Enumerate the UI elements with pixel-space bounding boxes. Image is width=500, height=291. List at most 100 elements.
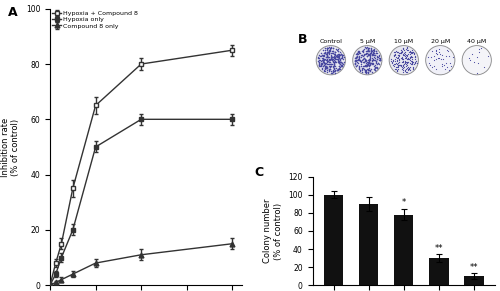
Point: [332, 53, 340, 57]
Point: [335, 55, 343, 60]
Point: [394, 63, 402, 67]
Point: [400, 51, 408, 56]
Point: [367, 48, 375, 52]
Point: [367, 67, 375, 72]
Point: [404, 56, 411, 61]
Point: [336, 61, 344, 66]
Point: [326, 45, 334, 50]
Point: [354, 49, 362, 54]
Point: [410, 49, 418, 54]
Point: [338, 53, 345, 58]
Point: [402, 69, 409, 74]
Point: [329, 46, 337, 51]
Point: [390, 52, 398, 57]
Point: [325, 50, 333, 55]
Point: [340, 61, 347, 66]
Point: [424, 54, 432, 59]
Point: [322, 46, 330, 51]
Point: [325, 66, 333, 71]
Point: [322, 55, 330, 59]
Point: [432, 48, 440, 52]
Point: [357, 60, 365, 64]
Point: [365, 63, 373, 68]
Point: [366, 61, 374, 65]
Point: [329, 60, 337, 65]
Point: [331, 56, 339, 61]
Point: [404, 68, 412, 72]
Point: [322, 65, 330, 69]
Point: [400, 51, 407, 56]
Point: [399, 47, 407, 52]
Point: [334, 54, 342, 58]
Point: [327, 62, 335, 67]
Point: [402, 55, 409, 60]
Point: [351, 59, 359, 63]
Point: [408, 48, 416, 52]
Point: [362, 58, 370, 63]
Point: [322, 57, 330, 62]
Point: [370, 57, 378, 61]
Point: [438, 62, 446, 67]
Point: [445, 68, 453, 72]
Point: [408, 61, 416, 66]
Point: [444, 49, 452, 54]
Point: [430, 54, 438, 58]
Point: [358, 53, 366, 58]
Point: [358, 65, 366, 70]
Point: [367, 47, 375, 51]
Point: [356, 58, 364, 63]
Point: [330, 69, 338, 74]
Point: [320, 57, 328, 62]
Point: [355, 55, 363, 60]
Point: [408, 51, 416, 56]
Point: [394, 63, 402, 67]
Point: [396, 52, 404, 57]
Point: [329, 70, 337, 75]
Point: [390, 64, 398, 68]
Point: [372, 65, 380, 70]
Point: [360, 63, 368, 68]
Point: [362, 63, 370, 67]
Point: [338, 52, 346, 57]
Point: [362, 49, 370, 53]
Point: [411, 55, 419, 59]
Point: [325, 48, 333, 53]
Point: [399, 60, 407, 64]
Point: [393, 68, 401, 73]
Point: [334, 48, 342, 53]
Point: [335, 60, 343, 65]
Point: [402, 52, 410, 57]
Point: [318, 57, 326, 62]
Point: [323, 59, 331, 64]
Point: [328, 52, 336, 57]
Point: [360, 60, 368, 64]
Point: [332, 54, 340, 59]
Point: [316, 54, 324, 58]
Point: [408, 61, 416, 65]
Point: [370, 64, 378, 68]
Point: [400, 61, 408, 66]
Point: [324, 46, 332, 50]
Point: [402, 49, 409, 54]
Text: **: **: [434, 244, 443, 253]
Point: [324, 54, 332, 59]
Point: [352, 57, 360, 62]
Point: [320, 47, 328, 52]
Point: [350, 58, 358, 63]
Point: [330, 55, 338, 59]
Point: [360, 53, 368, 58]
Point: [401, 50, 409, 54]
Point: [356, 59, 364, 63]
Point: [472, 55, 480, 60]
Point: [444, 54, 452, 58]
Point: [370, 49, 378, 54]
Point: [315, 56, 323, 61]
Point: [360, 52, 368, 56]
Point: [351, 62, 359, 66]
Point: [366, 56, 374, 61]
Point: [434, 52, 442, 56]
Point: [411, 61, 419, 65]
Point: [399, 53, 407, 57]
Point: [408, 56, 416, 61]
Point: [340, 57, 347, 62]
